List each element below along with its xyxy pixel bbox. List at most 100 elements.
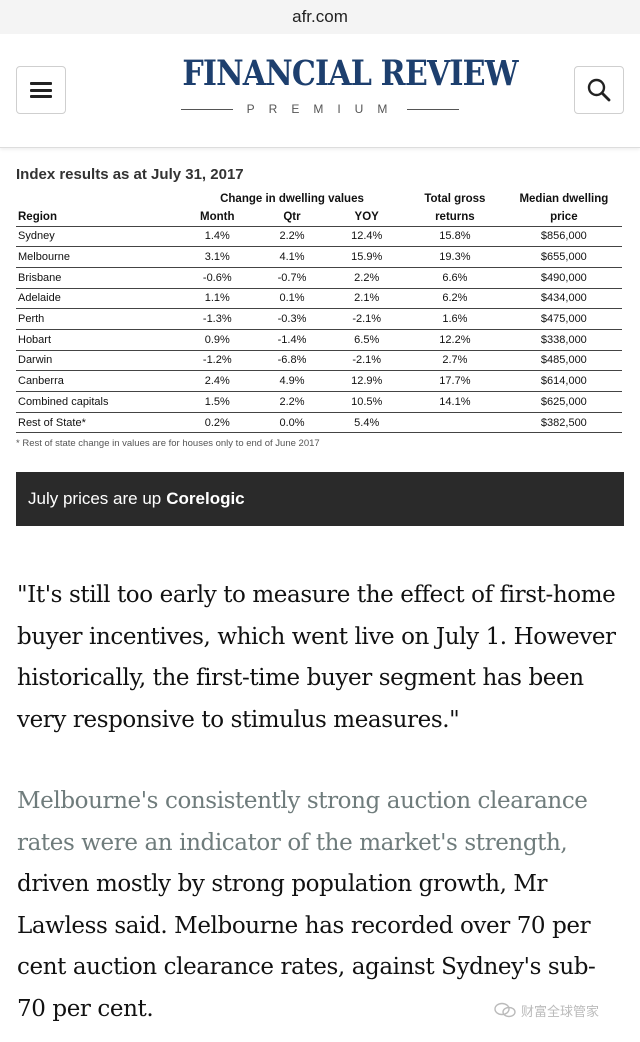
footnote: * Rest of state change in values are for… — [16, 438, 320, 450]
article-quote: "It's still too early to measure the eff… — [17, 582, 616, 733]
cell-region: Brisbane — [16, 267, 180, 289]
cell-total-gross — [404, 412, 506, 434]
cell-yoy: -2.1% — [329, 350, 405, 372]
col-month: Month — [179, 208, 255, 227]
cell-median-price: $625,000 — [505, 391, 622, 413]
watermark-text: 财富全球管家 — [521, 1003, 600, 1019]
cell-yoy: 6.5% — [329, 329, 405, 351]
cell-total-gross: 6.6% — [404, 267, 506, 289]
cell-month: 1.5% — [179, 391, 255, 413]
watermark: 财富全球管家 — [494, 998, 599, 1022]
search-button[interactable] — [574, 66, 624, 114]
cell-region: Adelaide — [16, 288, 180, 310]
article-body: "It's still too early to measure the eff… — [17, 575, 617, 1030]
figure-title: Index results as at July 31, 2017 — [16, 166, 244, 183]
cell-region: Melbourne — [16, 246, 180, 268]
cell-qtr: 4.9% — [254, 370, 330, 392]
cell-median-price: $490,000 — [505, 267, 622, 289]
hamburger-icon — [30, 82, 52, 98]
table-row: Combined capitals 1.5% 2.2% 10.5% 14.1% $625,… — [16, 391, 622, 413]
cell-yoy: 10.5% — [329, 391, 405, 413]
cell-median-price: $434,000 — [505, 288, 622, 310]
figure-caption: July prices are up Corelogic — [16, 472, 624, 526]
col-yoy: YOY — [329, 208, 405, 227]
cell-yoy: 2.2% — [329, 267, 405, 289]
cell-median-price: $655,000 — [505, 246, 622, 268]
cell-yoy: 5.4% — [329, 412, 405, 434]
masthead-subtitle: PREMIUM — [160, 102, 480, 116]
premium-label: PREMIUM — [246, 102, 402, 116]
cell-median-price: $338,000 — [505, 329, 622, 351]
cell-qtr: 0.1% — [254, 288, 330, 310]
cell-region: Rest of State* — [16, 412, 180, 434]
cell-month: -0.6% — [179, 267, 255, 289]
masthead-logo[interactable]: FINANCIAL REVIEW PREMIUM — [160, 52, 519, 116]
paragraph-text: driven mostly by strong population growt… — [17, 871, 596, 1022]
table-row: Melbourne 3.1% 4.1% 15.9% 19.3% $655,000 — [16, 246, 622, 268]
cell-qtr: -1.4% — [254, 329, 330, 351]
wechat-icon — [494, 1002, 516, 1018]
col-total-gross: Total gross — [424, 193, 486, 205]
cell-total-gross: 2.7% — [404, 350, 506, 372]
caption-text: July prices are up — [28, 489, 162, 508]
cell-median-price: $614,000 — [505, 370, 622, 392]
cell-yoy: 12.9% — [329, 370, 405, 392]
search-icon — [587, 78, 611, 102]
table-row: Perth -1.3% -0.3% -2.1% 1.6% $475,000 — [16, 308, 622, 330]
table-body: Sydney 1.4% 2.2% 12.4% 15.8% $856,000 Melbourn… — [16, 226, 622, 434]
cell-region: Canberra — [16, 370, 180, 392]
col-median: Median dwelling — [519, 193, 609, 205]
cell-total-gross: 15.8% — [404, 226, 506, 248]
cell-yoy: 12.4% — [329, 226, 405, 248]
cell-qtr: 2.2% — [254, 391, 330, 413]
menu-button[interactable] — [16, 66, 66, 114]
cell-total-gross: 6.2% — [404, 288, 506, 310]
cell-month: -1.3% — [179, 308, 255, 330]
cell-total-gross: 1.6% — [404, 308, 506, 330]
col-qtr: Qtr — [254, 208, 330, 227]
cell-total-gross: 17.7% — [404, 370, 506, 392]
cell-total-gross: 12.2% — [404, 329, 506, 351]
cell-region: Combined capitals — [16, 391, 180, 413]
table-row: Darwin -1.2% -6.8% -2.1% 2.7% $485,000 — [16, 350, 622, 372]
site-header: FINANCIAL REVIEW PREMIUM — [0, 34, 640, 148]
cell-total-gross: 19.3% — [404, 246, 506, 268]
cell-yoy: 15.9% — [329, 246, 405, 268]
cell-region: Sydney — [16, 226, 180, 248]
divider — [407, 108, 460, 110]
cell-month: 1.4% — [179, 226, 255, 248]
cell-region: Hobart — [16, 329, 180, 351]
cell-month: 2.4% — [179, 370, 255, 392]
index-results-figure: Index results as at July 31, 2017 Change… — [16, 166, 624, 452]
cell-month: -1.2% — [179, 350, 255, 372]
col-region: Region — [16, 208, 180, 227]
table-row: Adelaide 1.1% 0.1% 2.1% 6.2% $434,000 — [16, 288, 622, 310]
cell-month: 0.9% — [179, 329, 255, 351]
cell-qtr: -0.3% — [254, 308, 330, 330]
article-paragraph: Melbourne's consistently strong auction … — [17, 781, 617, 1030]
masthead-title: FINANCIAL REVIEW — [182, 53, 518, 94]
col-total-gross-2: returns — [404, 208, 506, 227]
cell-qtr: 4.1% — [254, 246, 330, 268]
browser-url-bar[interactable]: afr.com — [0, 0, 640, 34]
divider — [180, 108, 233, 110]
highlighted-text: Melbourne's consistently strong auction … — [17, 788, 588, 856]
table-row: Sydney 1.4% 2.2% 12.4% 15.8% $856,000 — [16, 226, 622, 248]
table-row: Rest of State* 0.2% 0.0% 5.4% $382,500 — [16, 412, 622, 434]
cell-region: Darwin — [16, 350, 180, 372]
table-row: Canberra 2.4% 4.9% 12.9% 17.7% $614,000 — [16, 370, 622, 392]
col-median-2: price — [505, 208, 622, 227]
table-row: Hobart 0.9% -1.4% 6.5% 12.2% $338,000 — [16, 329, 622, 351]
group-header: Change in dwelling values — [220, 193, 364, 205]
cell-median-price: $856,000 — [505, 226, 622, 248]
cell-qtr: -6.8% — [254, 350, 330, 372]
cell-total-gross: 14.1% — [404, 391, 506, 413]
cell-month: 3.1% — [179, 246, 255, 268]
cell-median-price: $382,500 — [505, 412, 622, 434]
cell-yoy: 2.1% — [329, 288, 405, 310]
cell-qtr: 0.0% — [254, 412, 330, 434]
cell-yoy: -2.1% — [329, 308, 405, 330]
table-row: Brisbane -0.6% -0.7% 2.2% 6.6% $490,000 — [16, 267, 622, 289]
cell-median-price: $485,000 — [505, 350, 622, 372]
url-text: afr.com — [292, 7, 348, 26]
